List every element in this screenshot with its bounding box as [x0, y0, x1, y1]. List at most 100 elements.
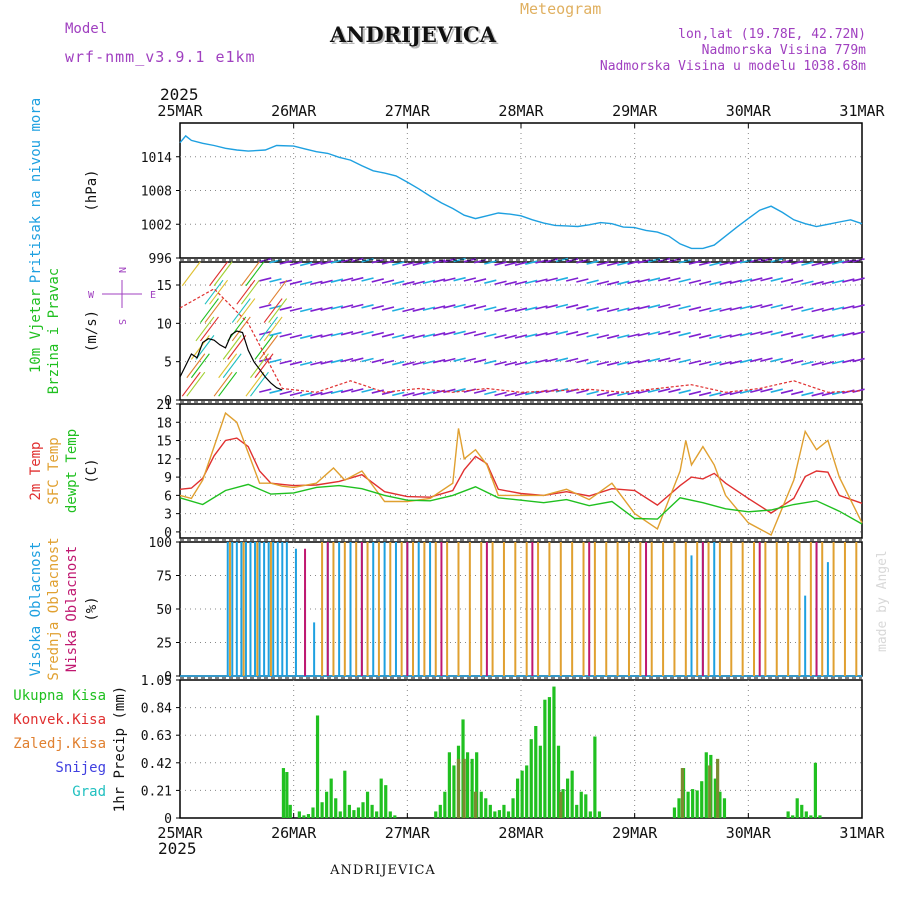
wind-barb — [729, 333, 743, 338]
wind-barb — [801, 334, 814, 339]
wind-barb — [525, 333, 538, 338]
wind-barb — [310, 361, 323, 366]
wind-barb — [586, 306, 599, 311]
precip-bar — [691, 789, 695, 818]
wind-barb — [432, 305, 446, 310]
y-tick-label: 9 — [164, 471, 172, 486]
wind-barb — [504, 307, 517, 313]
wind-barb — [606, 392, 620, 397]
precip-bar — [325, 791, 329, 818]
wind-barb — [791, 279, 804, 285]
precip-bar — [804, 811, 808, 818]
wind-barb — [586, 260, 599, 265]
wind-barb — [729, 390, 743, 396]
wind-barb — [698, 360, 712, 366]
wind-barb — [617, 391, 630, 397]
wind-barb — [658, 276, 671, 282]
y-tick-label: 1.05 — [141, 674, 172, 689]
precip-bar — [338, 811, 342, 818]
wind-barb — [484, 306, 497, 311]
y-tick-label: 5 — [164, 356, 172, 371]
wind-barb — [770, 330, 783, 336]
wind-barb — [412, 391, 425, 397]
x-tick-label: 25MAR — [157, 824, 203, 842]
wind-barb — [698, 280, 712, 286]
wind-barb — [361, 277, 374, 282]
wind-barb — [361, 258, 374, 263]
wind-barb — [698, 334, 712, 339]
wind-barb — [688, 306, 702, 311]
wind-barb — [852, 357, 865, 363]
wind-barb — [299, 392, 313, 397]
wind-barb — [186, 353, 206, 379]
wind-barb — [760, 388, 773, 393]
precip-bar — [791, 815, 795, 818]
wind-barb — [596, 261, 610, 266]
y-axis-label: (C) — [84, 458, 100, 483]
wind-barb — [463, 357, 477, 363]
wind-barb — [647, 277, 661, 282]
elevation-label: Nadmorska Visina 779m — [702, 43, 867, 58]
series-line — [179, 288, 863, 393]
wind-barb — [240, 261, 260, 287]
precip-bar — [479, 791, 483, 818]
precip-bar — [515, 778, 520, 818]
wind-barb — [791, 360, 804, 365]
wind-barb — [320, 390, 333, 396]
wind-barb — [330, 278, 344, 283]
wind-barb — [289, 334, 303, 339]
y-axis-label: (m/s) — [84, 310, 100, 352]
precip-bar — [347, 804, 351, 818]
side-label: 2m Temp — [28, 441, 44, 500]
wind-barb — [263, 298, 283, 323]
wind-barb — [627, 390, 640, 396]
precip-bar — [343, 770, 347, 818]
precip-bar — [570, 770, 574, 818]
wind-barb — [484, 260, 497, 265]
y-tick-label: 100 — [149, 536, 172, 551]
wind-barb — [310, 391, 323, 397]
wind-barb — [801, 280, 814, 286]
wind-barb — [709, 334, 722, 340]
precip-bar — [700, 781, 704, 818]
precip-bar — [456, 758, 461, 818]
y-tick-label: 15 — [156, 435, 172, 450]
wind-barb — [750, 330, 763, 336]
wind-barb — [432, 278, 446, 283]
x-tick-label: 28MAR — [498, 102, 544, 120]
wind-barb — [494, 307, 507, 312]
series-line — [179, 134, 863, 250]
side-label: Niska Oblacnost — [64, 546, 80, 672]
wind-barb — [473, 389, 487, 394]
wind-barb — [750, 277, 763, 282]
wind-barb — [801, 307, 814, 312]
panels-group: 996 1002 1008 1014 (hPa) Pritisak na nivou mo… — [13, 98, 885, 842]
panel-pressure: 996 1002 1008 1014 (hPa) Pritisak na nivou mo… — [28, 98, 886, 283]
wind-barb — [351, 276, 364, 282]
precip-bar — [462, 758, 466, 818]
precip-bar — [473, 791, 478, 818]
series-line — [179, 330, 283, 391]
meteogram-label: Meteogram — [520, 0, 601, 18]
wind-barb — [190, 353, 210, 379]
wind-barb — [432, 332, 446, 337]
wind-barb — [254, 335, 274, 360]
wind-barb — [473, 331, 487, 337]
wind-barb — [525, 360, 538, 365]
wind-barb — [381, 359, 395, 365]
wind-barb — [565, 277, 579, 282]
wind-barb — [268, 298, 288, 323]
x-tick-label: 31MAR — [839, 102, 885, 120]
model-label: Model — [65, 21, 107, 37]
wind-barb — [647, 258, 661, 263]
wind-barb — [422, 306, 436, 312]
station-title: ANDRIJEVICA — [329, 22, 497, 47]
wind-barb — [525, 306, 538, 311]
wind-barb — [719, 307, 732, 312]
side-label: Brzina i Pravac — [46, 268, 62, 394]
wind-barb — [770, 277, 783, 282]
wind-barb — [310, 261, 323, 266]
wind-barb — [780, 305, 794, 310]
wind-barb — [535, 332, 548, 337]
y-tick-label: 12 — [156, 453, 172, 468]
